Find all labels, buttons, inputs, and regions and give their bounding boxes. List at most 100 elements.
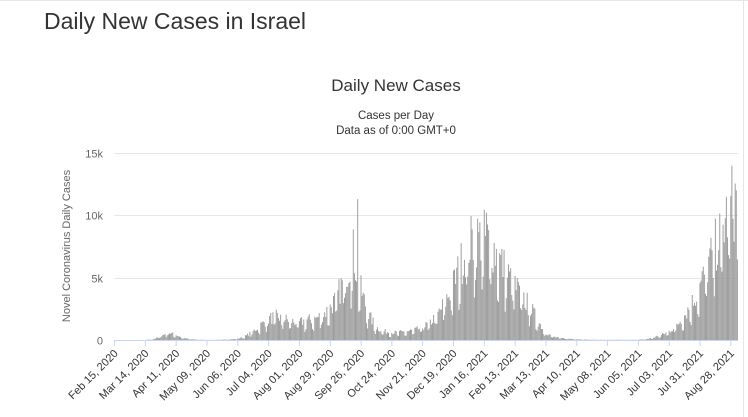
bar: [554, 337, 555, 340]
bar: [499, 253, 500, 340]
bar: [432, 323, 433, 340]
bar: [702, 271, 703, 340]
bar: [516, 290, 517, 340]
bar: [288, 322, 289, 340]
chart-subtitle-line-1: Cases per Day: [358, 110, 434, 122]
bar: [420, 332, 421, 340]
bar: [236, 339, 237, 340]
bar: [501, 249, 502, 340]
bar: [447, 298, 448, 340]
bar: [561, 338, 562, 340]
bar: [687, 307, 688, 340]
bars: [138, 166, 738, 340]
bar: [733, 219, 734, 340]
bar: [153, 339, 154, 340]
bar: [513, 310, 514, 340]
bar: [483, 277, 484, 340]
bar: [270, 313, 271, 340]
bar: [238, 339, 239, 340]
bar: [567, 339, 568, 340]
bar: [312, 329, 313, 340]
bar: [248, 336, 249, 340]
bar: [549, 334, 550, 340]
bar: [523, 292, 524, 340]
bar: [703, 267, 704, 340]
bar: [455, 284, 456, 340]
bar: [563, 338, 564, 340]
bar: [482, 289, 483, 340]
bar: [705, 294, 706, 340]
bar: [573, 339, 574, 340]
bar: [648, 339, 649, 340]
bar: [715, 219, 716, 340]
bar: [551, 337, 552, 340]
bar: [548, 335, 549, 340]
bar: [241, 337, 242, 340]
bar: [247, 334, 248, 340]
bar: [189, 339, 190, 340]
bar: [336, 310, 337, 340]
bar: [725, 218, 726, 340]
bar: [712, 250, 713, 340]
bar: [391, 333, 392, 340]
bar: [443, 320, 444, 340]
bar: [298, 327, 299, 340]
bar: [472, 230, 473, 340]
bar: [319, 313, 320, 340]
bar: [641, 339, 642, 340]
bar: [175, 338, 176, 340]
bar: [511, 295, 512, 340]
bar: [698, 317, 699, 340]
bar: [676, 324, 677, 340]
y-tick-label: 0: [97, 336, 103, 348]
bar: [534, 309, 535, 340]
bar: [451, 310, 452, 340]
bar: [294, 325, 295, 340]
bar: [401, 331, 402, 340]
bar: [521, 310, 522, 340]
bar: [252, 334, 253, 340]
bar: [178, 336, 179, 340]
bar: [258, 332, 259, 340]
bar: [171, 333, 172, 340]
bar: [532, 304, 533, 340]
bar: [469, 260, 470, 340]
bar: [348, 283, 349, 340]
y-tick-label: 5k: [91, 274, 103, 286]
bar: [477, 219, 478, 340]
bar: [580, 339, 581, 340]
bar: [697, 314, 698, 340]
bar: [657, 336, 658, 340]
bar: [457, 256, 458, 340]
bar: [737, 259, 738, 340]
bar: [446, 294, 447, 340]
bar: [526, 310, 527, 340]
bar: [414, 328, 415, 340]
bar: [527, 293, 528, 340]
bar: [272, 312, 273, 340]
bar: [728, 255, 729, 340]
bar: [669, 331, 670, 340]
bar: [726, 197, 727, 340]
bar: [439, 308, 440, 340]
bar: [542, 329, 543, 340]
bar: [304, 332, 305, 340]
bar: [369, 313, 370, 340]
bar: [157, 338, 158, 340]
bar: [665, 332, 666, 340]
bar: [282, 329, 283, 340]
bar: [269, 316, 270, 340]
bar: [530, 316, 531, 340]
bar: [729, 258, 730, 340]
bar: [233, 339, 234, 340]
bar: [292, 319, 293, 340]
bar: [507, 278, 508, 340]
bar: [710, 238, 711, 340]
bar: [642, 339, 643, 340]
bar: [300, 318, 301, 340]
daily-new-cases-chart: Daily New Cases Cases per Day Data as of…: [0, 0, 748, 417]
bar: [721, 272, 722, 340]
bar: [253, 331, 254, 340]
bar: [564, 339, 565, 340]
bar: [500, 255, 501, 340]
